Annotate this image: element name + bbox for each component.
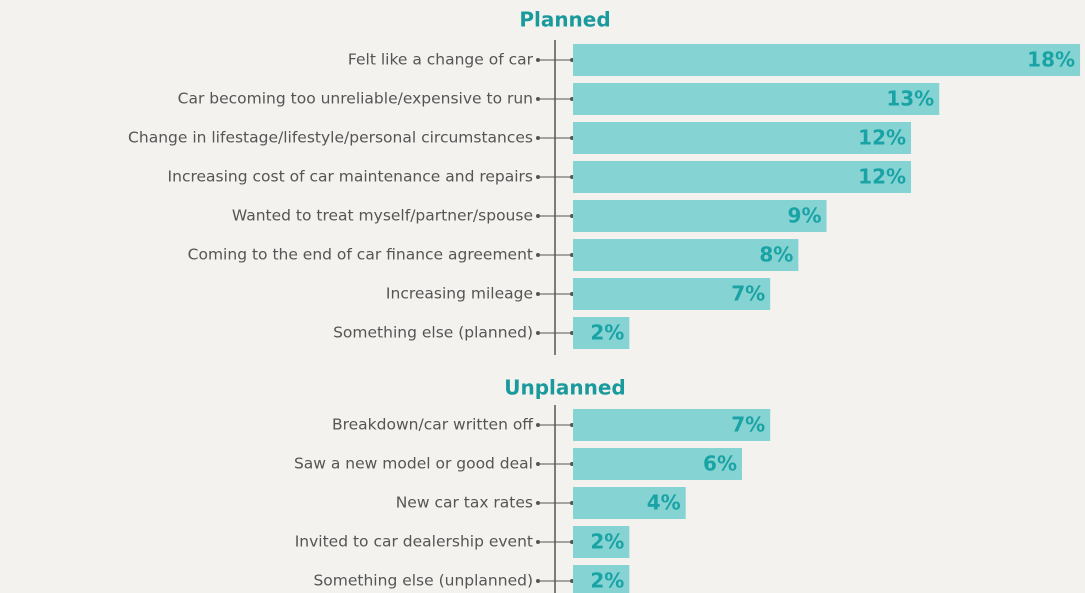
bar xyxy=(573,200,827,232)
category-label: Breakdown/car written off xyxy=(332,416,533,434)
group-title: Planned xyxy=(519,8,610,32)
category-label: Change in lifestage/lifestyle/personal c… xyxy=(128,129,533,147)
connector-dot xyxy=(536,58,540,62)
connector-dot xyxy=(536,253,540,257)
value-label: 13% xyxy=(886,87,934,111)
bar xyxy=(573,122,912,154)
value-label: 7% xyxy=(731,413,765,437)
connector-dot xyxy=(536,175,540,179)
category-label: Felt like a change of car xyxy=(348,51,534,69)
value-label: 12% xyxy=(858,165,906,189)
category-label: Something else (planned) xyxy=(333,324,533,342)
value-label: 9% xyxy=(788,204,822,228)
value-label: 2% xyxy=(590,321,624,345)
category-label: Coming to the end of car finance agreeme… xyxy=(188,246,533,264)
bar xyxy=(573,161,912,193)
group-title: Unplanned xyxy=(504,376,626,400)
category-label: Saw a new model or good deal xyxy=(294,455,533,473)
value-label: 4% xyxy=(647,491,681,515)
value-label: 18% xyxy=(1027,48,1075,72)
connector-dot xyxy=(536,292,540,296)
bar xyxy=(573,317,630,349)
connector-dot xyxy=(536,501,540,505)
bar xyxy=(573,526,630,558)
bar xyxy=(573,44,1081,76)
category-label: New car tax rates xyxy=(396,494,533,512)
connector-dot xyxy=(536,214,540,218)
bar xyxy=(573,409,771,441)
value-label: 12% xyxy=(858,126,906,150)
category-label: Something else (unplanned) xyxy=(313,572,533,590)
bar xyxy=(573,239,799,271)
bar xyxy=(573,487,686,519)
category-label: Car becoming too unreliable/expensive to… xyxy=(178,90,533,108)
value-label: 7% xyxy=(731,282,765,306)
connector-dot xyxy=(536,423,540,427)
value-label: 6% xyxy=(703,452,737,476)
bar xyxy=(573,448,743,480)
category-label: Invited to car dealership event xyxy=(295,533,533,551)
connector-dot xyxy=(536,331,540,335)
bar xyxy=(573,83,940,115)
connector-dot xyxy=(536,540,540,544)
bar xyxy=(573,565,630,593)
bar xyxy=(573,278,771,310)
connector-dot xyxy=(536,579,540,583)
connector-dot xyxy=(536,136,540,140)
connector-dot xyxy=(536,97,540,101)
connector-dot xyxy=(536,462,540,466)
value-label: 8% xyxy=(759,243,793,267)
category-label: Wanted to treat myself/partner/spouse xyxy=(232,207,533,225)
category-label: Increasing mileage xyxy=(386,285,533,303)
category-label: Increasing cost of car maintenance and r… xyxy=(168,168,533,186)
value-label: 2% xyxy=(590,530,624,554)
value-label: 2% xyxy=(590,569,624,593)
